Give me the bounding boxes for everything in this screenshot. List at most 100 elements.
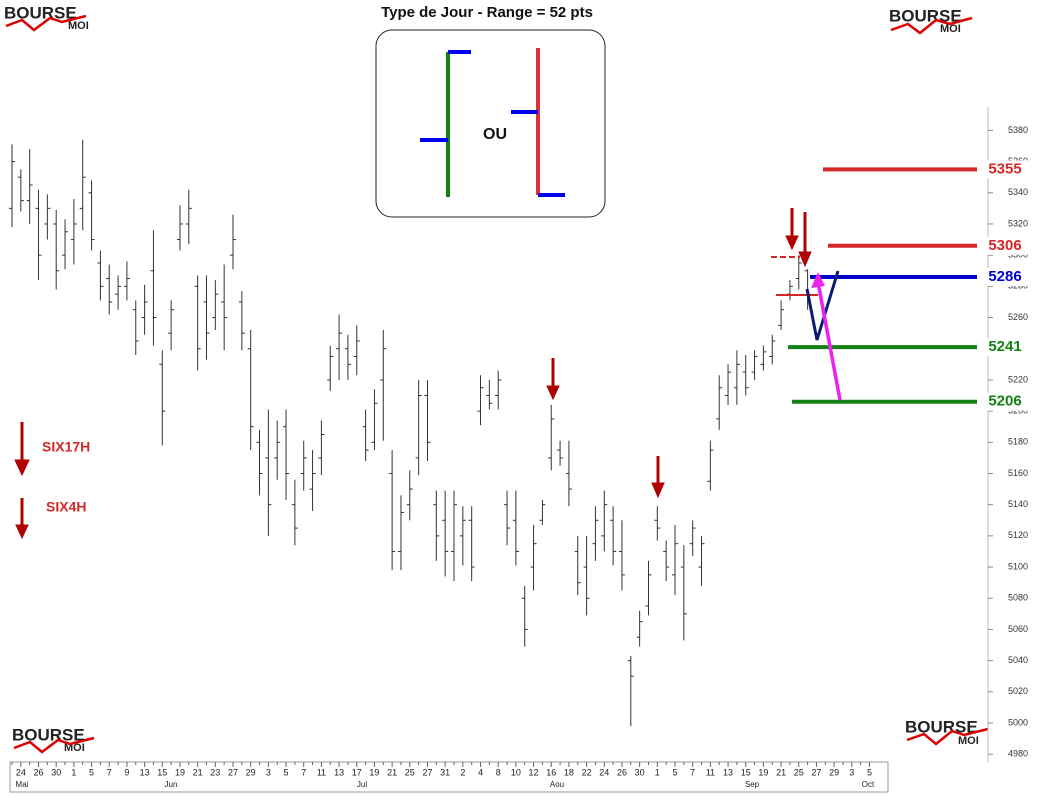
x-tick-label: 22 [582, 767, 592, 777]
arrow-head [14, 459, 30, 477]
inset-box: OU [375, 29, 606, 218]
logo-arrow [13, 736, 95, 754]
inset-text: OU [483, 126, 507, 143]
x-tick-label: 11 [706, 767, 715, 777]
x-tick-label: 8 [496, 767, 501, 777]
x-tick-label: 1 [655, 767, 660, 777]
x-tick-label: 7 [301, 767, 306, 777]
logo-sub: MOI [958, 735, 979, 747]
x-tick-label: 30 [51, 767, 61, 777]
y-tick-label: 5160 [1008, 468, 1028, 478]
y-tick-label: 5180 [1008, 437, 1028, 447]
month-label: Jun [165, 780, 178, 789]
y-tick-label: 5040 [1008, 655, 1028, 665]
x-tick-label: 9 [124, 767, 129, 777]
x-tick-label: 4 [478, 767, 483, 777]
y-tick-label: 5000 [1008, 717, 1028, 727]
logo-sub: MOI [940, 23, 961, 35]
level-label-bg [980, 267, 1030, 286]
x-tick-label: 27 [228, 767, 238, 777]
plot: 4980 5000 5020 5040 5060 5080 5100 5120 5140 5160… [9, 125, 1030, 777]
x-tick-label: 29 [829, 767, 839, 777]
x-tick-label: 11 [317, 767, 326, 777]
logo-word: BOURSE [12, 725, 85, 744]
arrow-head [785, 235, 799, 251]
x-tick-label: 5 [867, 767, 872, 777]
y-tick-label: 5220 [1008, 374, 1028, 384]
logo-arrow [890, 16, 973, 35]
level-label-bg [980, 160, 1030, 179]
x-tick-label: 18 [564, 767, 574, 777]
x-tick-label: 31 [440, 767, 450, 777]
logo-word: BOURSE [905, 717, 978, 736]
x-tick-label: 5 [284, 767, 289, 777]
x-tick-label: 3 [266, 767, 271, 777]
x-tick-label: 17 [352, 767, 362, 777]
x-tick-label: 1 [71, 767, 76, 777]
x-tick-label: 5 [672, 767, 677, 777]
y-tick-label: 5120 [1008, 530, 1028, 540]
x-tick-label: 3 [849, 767, 854, 777]
x-tick-label: 13 [334, 767, 344, 777]
annotation-text: SIX4H [46, 499, 86, 515]
x-axis-strip [9, 761, 889, 793]
x-tick-label: 23 [210, 767, 220, 777]
y-tick-label: 5320 [1008, 218, 1028, 228]
pink-head [811, 272, 825, 288]
x-tick-label: 25 [405, 767, 415, 777]
annotation-text: SIX17H [42, 439, 90, 455]
x-tick-label: 13 [723, 767, 733, 777]
arrow-head [15, 524, 29, 540]
x-tick-label: 30 [635, 767, 645, 777]
y-tick-label: 5100 [1008, 561, 1028, 571]
x-tick-label: 27 [811, 767, 821, 777]
x-tick-label: 7 [690, 767, 695, 777]
x-tick-label: 25 [794, 767, 804, 777]
x-tick-label: 19 [369, 767, 379, 777]
x-tick-label: 5 [89, 767, 94, 777]
x-tick-label: 21 [387, 767, 397, 777]
y-tick-label: 5340 [1008, 187, 1028, 197]
arrow-head [546, 385, 560, 401]
month-label: Jul [357, 780, 367, 789]
x-tick-label: 13 [140, 767, 150, 777]
x-tick-label: 19 [758, 767, 768, 777]
level-label-bg [980, 236, 1030, 255]
inset-frame [375, 29, 606, 218]
x-tick-label: 24 [599, 767, 609, 777]
y-tick-label: 4980 [1008, 749, 1028, 759]
y-tick-label: 5380 [1008, 125, 1028, 135]
pink-path [816, 281, 842, 401]
x-tick-label: 29 [246, 767, 256, 777]
x-tick-label: 15 [741, 767, 751, 777]
level-label: 5241 [988, 338, 1021, 355]
x-tick-label: 15 [157, 767, 167, 777]
x-tick-label: 26 [34, 767, 44, 777]
logo-arrow [906, 727, 989, 746]
logo: BOURSE MOI BOURSE MOI BOURSE MOI BOURSE … [4, 3, 989, 754]
month-label: Aou [550, 780, 564, 789]
navy-v [805, 270, 840, 341]
x-tick-label: 7 [107, 767, 112, 777]
y-tick-label: 5080 [1008, 593, 1028, 603]
month-label: Oct [862, 780, 875, 789]
x-tick-label: 16 [546, 767, 556, 777]
level-label-bg [980, 392, 1030, 411]
x-tick-label: 2 [460, 767, 465, 777]
chart-title: Type de Jour - Range = 52 pts [381, 4, 593, 21]
y-tick-label: 5060 [1008, 624, 1028, 634]
y-tick-label: 5020 [1008, 686, 1028, 696]
logo-arrow [5, 14, 87, 32]
level-label: 5286 [988, 268, 1021, 285]
month-label: Sep [745, 780, 760, 789]
x-tick-label: 24 [16, 767, 26, 777]
level-label: 5206 [988, 393, 1021, 410]
y-tick-label: 5260 [1008, 312, 1028, 322]
arrows [14, 208, 812, 540]
month-label: Mai [16, 780, 29, 789]
logo-sub: MOI [68, 20, 89, 32]
logo-word: BOURSE [889, 6, 962, 25]
y-tick-label: 5140 [1008, 499, 1028, 509]
x-tick-label: 21 [776, 767, 786, 777]
